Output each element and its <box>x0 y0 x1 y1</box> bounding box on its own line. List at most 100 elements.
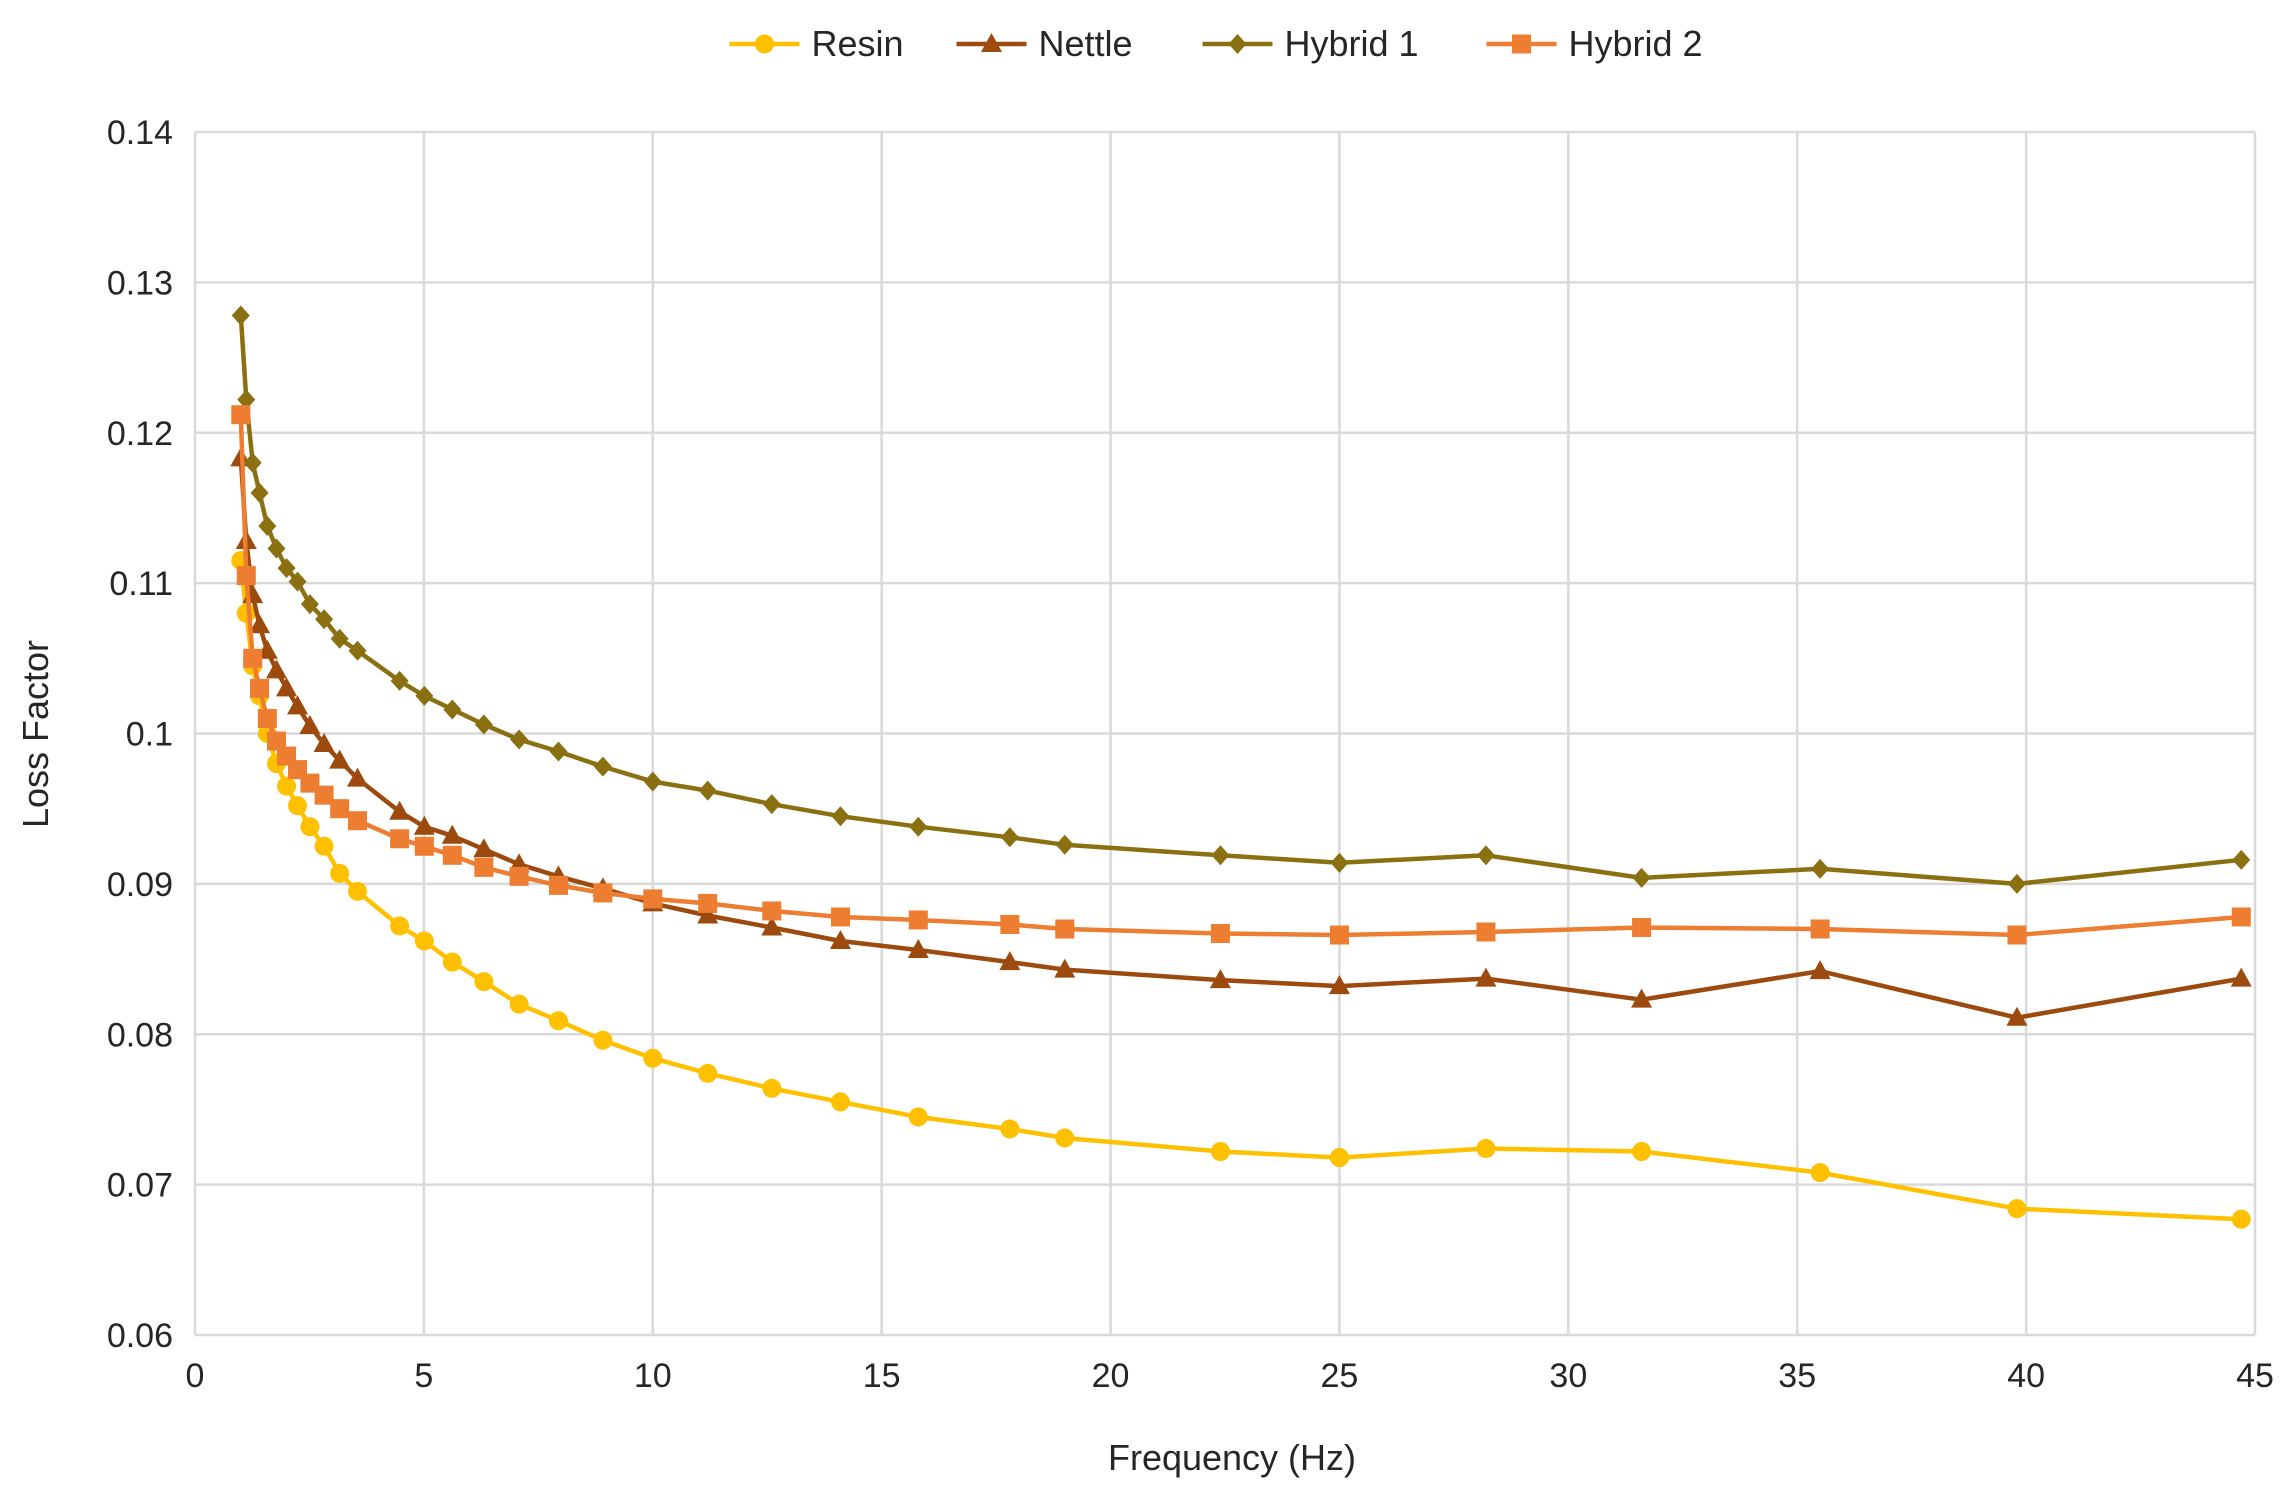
data-point-resin <box>414 931 434 951</box>
data-point-nettle <box>999 951 1021 971</box>
data-point-hybrid-1 <box>415 685 434 706</box>
data-point-nettle <box>441 824 463 844</box>
data-point-hybrid-2 <box>1329 925 1349 945</box>
data-point-resin <box>390 916 410 936</box>
data-point-nettle <box>2006 1006 2028 1026</box>
series-resin <box>231 551 2251 1229</box>
data-point-hybrid-1 <box>277 558 296 579</box>
data-point-hybrid-1 <box>831 806 850 827</box>
data-point-hybrid-1 <box>909 816 928 837</box>
x-tick-label: 45 <box>2236 1357 2274 1395</box>
data-point-hybrid-1 <box>250 482 269 503</box>
data-point-nettle <box>347 767 369 787</box>
data-point-nettle <box>287 695 309 715</box>
data-point-hybrid-1 <box>549 741 568 762</box>
data-point-resin <box>2007 1199 2027 1219</box>
y-tick-label: 0.11 <box>109 565 173 603</box>
data-point-hybrid-2 <box>509 866 529 886</box>
x-axis-title: Frequency (Hz) <box>1108 1437 1356 1478</box>
data-point-resin <box>314 836 334 856</box>
y-tick-label: 0.1 <box>126 716 173 754</box>
legend-item-hybrid-1: Hybrid 1 <box>1202 23 1419 64</box>
data-point-resin <box>474 972 494 992</box>
data-point-resin <box>1055 1128 1075 1148</box>
data-point-hybrid-1 <box>1330 852 1349 873</box>
data-point-hybrid-1 <box>288 571 307 592</box>
data-point-resin <box>643 1048 663 1068</box>
series-nettle <box>230 447 2252 1026</box>
legend-marker-hybrid-2 <box>1512 34 1531 54</box>
data-point-hybrid-1 <box>643 771 662 792</box>
data-point-hybrid-1 <box>1055 834 1074 855</box>
legend-item-nettle: Nettle <box>956 23 1133 64</box>
x-tick-label: 10 <box>634 1357 672 1395</box>
data-point-hybrid-2 <box>1476 922 1496 942</box>
y-tick-label: 0.08 <box>107 1016 173 1054</box>
data-point-hybrid-1 <box>315 609 334 630</box>
data-point-hybrid-2 <box>1000 914 1020 934</box>
data-point-hybrid-1 <box>1000 827 1019 848</box>
x-tick-label: 30 <box>1549 1357 1587 1395</box>
x-tick-label: 40 <box>2007 1357 2045 1395</box>
data-point-hybrid-2 <box>236 566 256 586</box>
data-point-hybrid-1 <box>2007 873 2026 894</box>
series-line-hybrid-1 <box>238 315 2242 887</box>
data-point-resin <box>277 776 297 796</box>
data-point-hybrid-1 <box>1632 867 1651 888</box>
data-point-nettle <box>829 930 851 950</box>
data-point-nettle <box>1475 967 1497 987</box>
x-tick-label: 20 <box>1092 1357 1130 1395</box>
data-point-hybrid-2 <box>593 883 613 903</box>
data-point-hybrid-2 <box>243 648 263 668</box>
x-tick-label: 0 <box>186 1357 205 1395</box>
y-axis-title: Loss Factor <box>15 640 56 828</box>
data-point-resin <box>2231 1209 2251 1229</box>
x-tick-label: 5 <box>414 1357 433 1395</box>
data-point-hybrid-1 <box>593 756 612 777</box>
data-point-nettle <box>1631 988 1653 1008</box>
data-point-resin <box>1000 1119 1020 1139</box>
legend-item-hybrid-2: Hybrid 2 <box>1486 23 1703 64</box>
data-point-resin <box>1476 1139 1496 1159</box>
data-point-nettle <box>276 677 298 697</box>
data-point-nettle <box>2230 967 2252 987</box>
x-tick-label: 25 <box>1321 1357 1359 1395</box>
data-point-hybrid-2 <box>314 785 334 805</box>
legend-label-hybrid-1: Hybrid 1 <box>1285 23 1419 64</box>
data-point-nettle <box>1809 960 1831 980</box>
data-point-resin <box>1632 1142 1652 1162</box>
data-point-hybrid-1 <box>390 670 409 691</box>
legend-item-resin: Resin <box>729 23 904 64</box>
legend-marker-nettle <box>981 33 1002 52</box>
data-point-resin <box>288 796 308 816</box>
data-point-resin <box>236 603 256 623</box>
data-point-resin <box>509 994 529 1014</box>
y-tick-label: 0.06 <box>107 1317 173 1355</box>
data-point-nettle <box>313 733 335 753</box>
data-point-resin <box>1210 1142 1230 1162</box>
data-point-hybrid-1 <box>762 794 781 815</box>
data-point-nettle <box>265 659 287 679</box>
data-point-hybrid-1 <box>300 594 319 615</box>
x-tick-label: 35 <box>1778 1357 1816 1395</box>
data-point-resin <box>348 881 368 901</box>
data-point-hybrid-2 <box>1632 917 1652 937</box>
data-point-hybrid-2 <box>250 678 270 698</box>
data-point-hybrid-1 <box>510 729 529 750</box>
data-point-hybrid-1 <box>258 515 277 536</box>
x-tick-label: 15 <box>863 1357 901 1395</box>
data-point-hybrid-2 <box>698 893 718 913</box>
series-layer <box>230 305 2252 1229</box>
data-point-nettle <box>1054 958 1076 978</box>
legend-label-resin: Resin <box>812 23 904 64</box>
data-point-resin <box>1329 1148 1349 1168</box>
data-point-hybrid-2 <box>257 708 277 728</box>
data-point-hybrid-1 <box>698 780 717 801</box>
data-point-hybrid-1 <box>443 699 462 720</box>
legend-marker-resin <box>755 34 774 54</box>
data-point-nettle <box>329 749 351 769</box>
legend-label-nettle: Nettle <box>1039 23 1133 64</box>
data-point-hybrid-2 <box>348 811 368 831</box>
data-point-hybrid-2 <box>474 857 494 877</box>
